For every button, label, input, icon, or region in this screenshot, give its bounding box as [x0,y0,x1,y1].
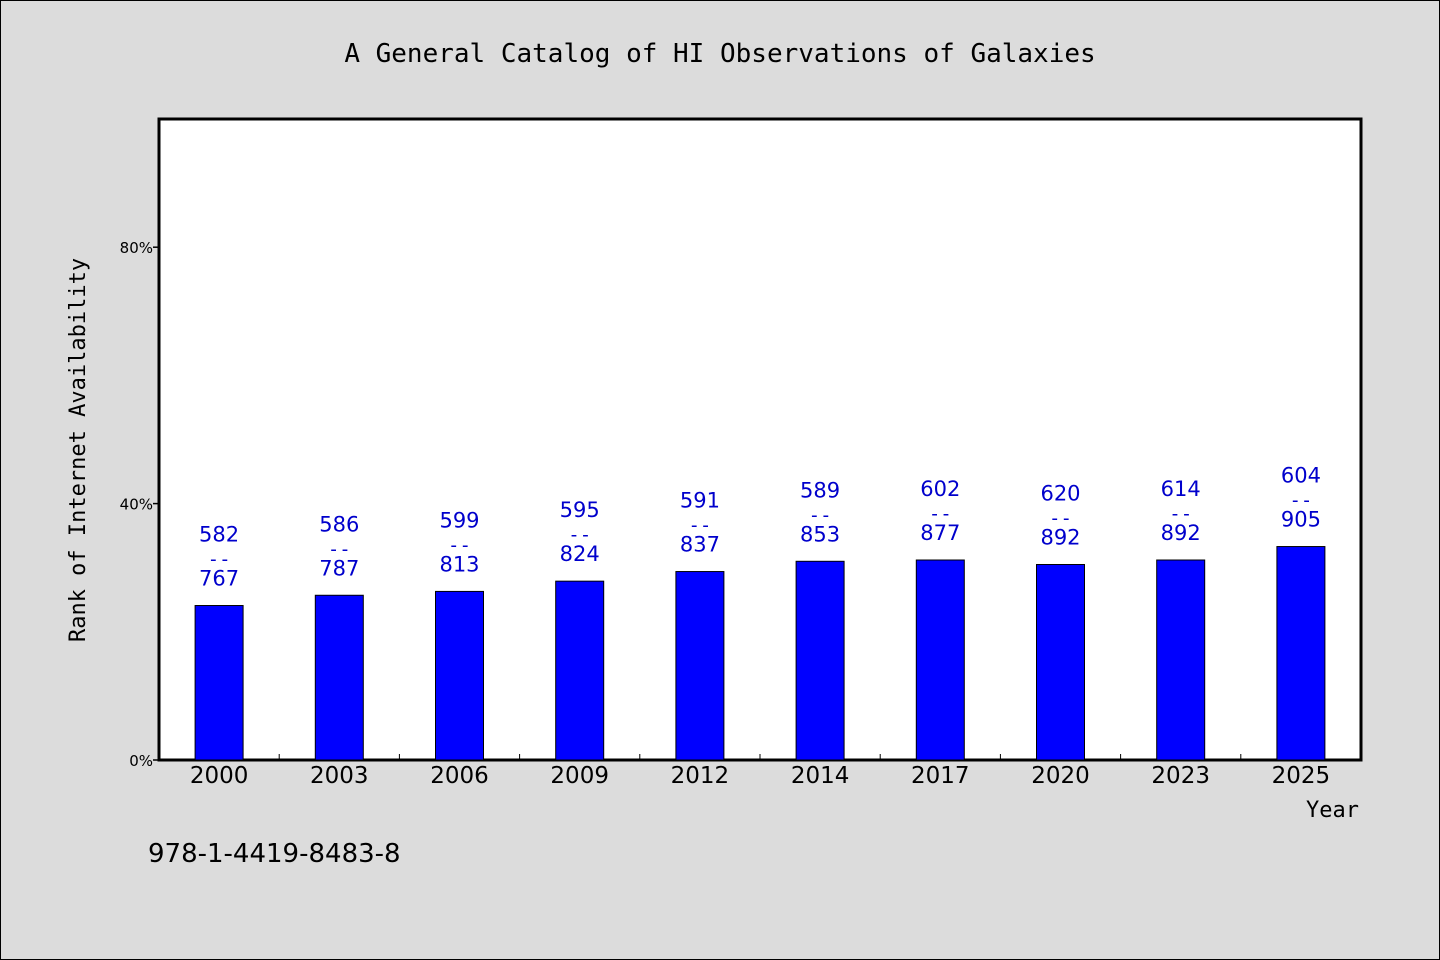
bar [1156,559,1206,761]
data-label-separator: -- [1289,490,1312,512]
data-label-separator: -- [208,549,231,571]
data-label-top: 582 [199,523,239,547]
x-tick-label: 2017 [911,763,970,789]
bar [915,559,965,761]
bar [675,571,725,761]
bar [1036,563,1085,761]
data-label-top: 602 [920,477,960,501]
x-tick-label: 2000 [190,763,249,789]
y-tick-label: 0% [129,752,153,770]
data-label-bottom: 892 [1161,521,1201,545]
x-tick-label: 2006 [430,763,489,789]
data-label-separator: -- [328,538,351,560]
data-label-top: 591 [680,489,720,513]
x-tick-label: 2014 [791,763,850,789]
x-tick-label: 2003 [310,763,369,789]
x-tick-label: 2012 [671,763,730,789]
y-axis-label: Rank of Internet Availability [66,258,91,642]
data-label-separator: -- [688,515,711,537]
bar [314,594,364,761]
data-label-bottom: 824 [560,542,600,566]
bar [435,590,484,761]
data-label-bottom: 853 [800,522,840,546]
data-label-top: 599 [439,508,479,532]
data-label-bottom: 767 [199,567,239,591]
data-label-bottom: 787 [319,556,359,580]
data-labels-group: 767--582787--586813--599824--595837--591… [199,464,1321,591]
x-axis-label: Year [1306,798,1359,823]
bars-group [194,546,1326,761]
x-tick-label: 2025 [1272,763,1331,789]
y-axis: 0% 40% 80% [120,239,159,770]
bar [555,580,605,761]
data-label-bottom: 905 [1281,508,1321,532]
isbn-text: 978-1-4419-8483-8 [148,839,401,869]
y-tick-label: 80% [120,239,153,257]
data-label-separator: -- [809,504,832,526]
data-label-top: 586 [319,512,359,536]
data-label-bottom: 837 [680,533,720,557]
data-label-bottom: 877 [920,521,960,545]
data-label-top: 604 [1281,464,1321,488]
bar [795,560,845,761]
data-label-bottom: 813 [439,552,479,576]
x-axis: 2000 2003 2006 2009 2012 2014 2017 2020 2023 2025 [190,754,1330,789]
y-tick-label: 40% [120,496,153,514]
chart-title: A General Catalog of HI Observations of … [344,39,1095,69]
data-label-separator: -- [1169,503,1192,525]
data-label-top: 620 [1040,481,1080,505]
bar [194,605,244,761]
x-tick-label: 2009 [550,763,609,789]
data-label-top: 614 [1161,477,1201,501]
data-label-top: 589 [800,478,840,502]
bar [1276,546,1326,761]
x-tick-label: 2020 [1031,763,1090,789]
data-label-separator: -- [1049,507,1072,529]
data-label-top: 595 [560,498,600,522]
data-label-bottom: 892 [1040,525,1080,549]
data-label-separator: -- [929,503,952,525]
data-label-separator: -- [448,534,471,556]
data-label-separator: -- [568,524,591,546]
x-tick-label: 2023 [1151,763,1210,789]
